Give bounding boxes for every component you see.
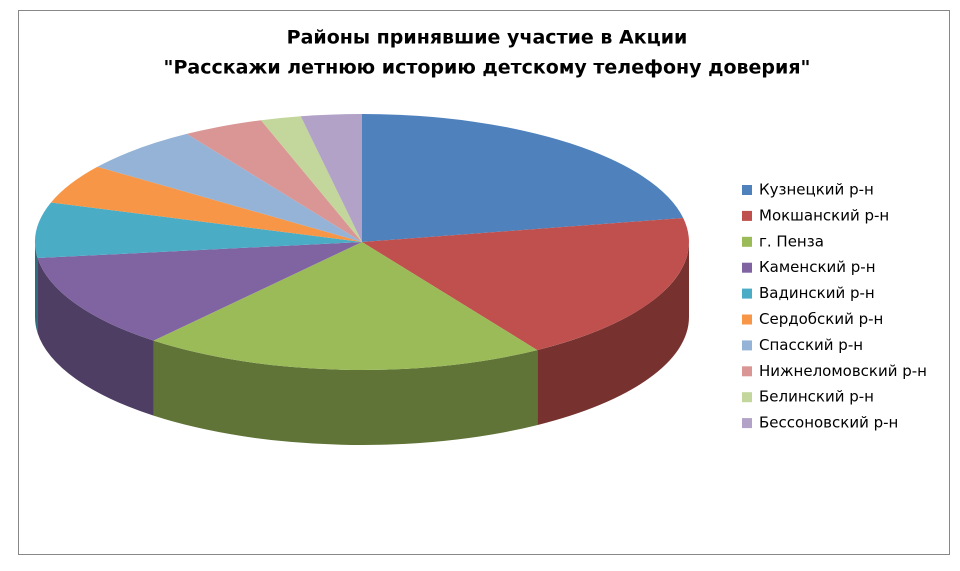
legend-swatch (742, 392, 752, 403)
slice-side (153, 340, 538, 445)
slice (35, 202, 362, 259)
slice (362, 218, 689, 351)
legend-swatch (742, 210, 752, 221)
legend-label: Каменский р-н (759, 258, 876, 276)
legend-swatch (742, 288, 752, 299)
chart-title: "Расскажи летнюю историю детскому телефо… (164, 57, 811, 79)
legend-swatch (742, 340, 752, 351)
slice (300, 114, 362, 242)
slice (362, 114, 684, 242)
pie (35, 114, 689, 445)
legend-swatch (742, 236, 752, 247)
slice (97, 133, 362, 242)
slice (153, 242, 538, 370)
legend-label: Белинский р-н (759, 388, 874, 406)
legend-swatch (742, 418, 752, 429)
slice (51, 166, 363, 242)
legend-label: Мокшанский р-н (759, 206, 889, 224)
legend-label: Сердобский р-н (759, 310, 883, 328)
legend-label: Нижнеломовский р-н (759, 362, 927, 380)
legend-label: Бессоновский р-н (759, 414, 898, 432)
slice-side (537, 242, 689, 426)
legend-swatch (742, 185, 752, 195)
chart-title: Районы принявшие участие в Акции (287, 27, 688, 49)
legend-label: Спасский р-н (759, 336, 863, 354)
legend-swatch (742, 366, 752, 377)
legend-label: Кузнецкий р-н (759, 181, 874, 199)
slice (260, 116, 362, 242)
legend-label: г. Пенза (759, 232, 824, 250)
slice (37, 242, 362, 341)
legend-swatch (742, 314, 752, 325)
legend-swatch (742, 262, 752, 273)
legend: Кузнецкий р-н Мокшанский р-н г. Пенза Камен… (742, 181, 927, 432)
slice (186, 120, 362, 242)
legend-label: Вадинский р-н (759, 284, 875, 302)
slice-side (35, 242, 38, 334)
slice-side (37, 258, 154, 416)
